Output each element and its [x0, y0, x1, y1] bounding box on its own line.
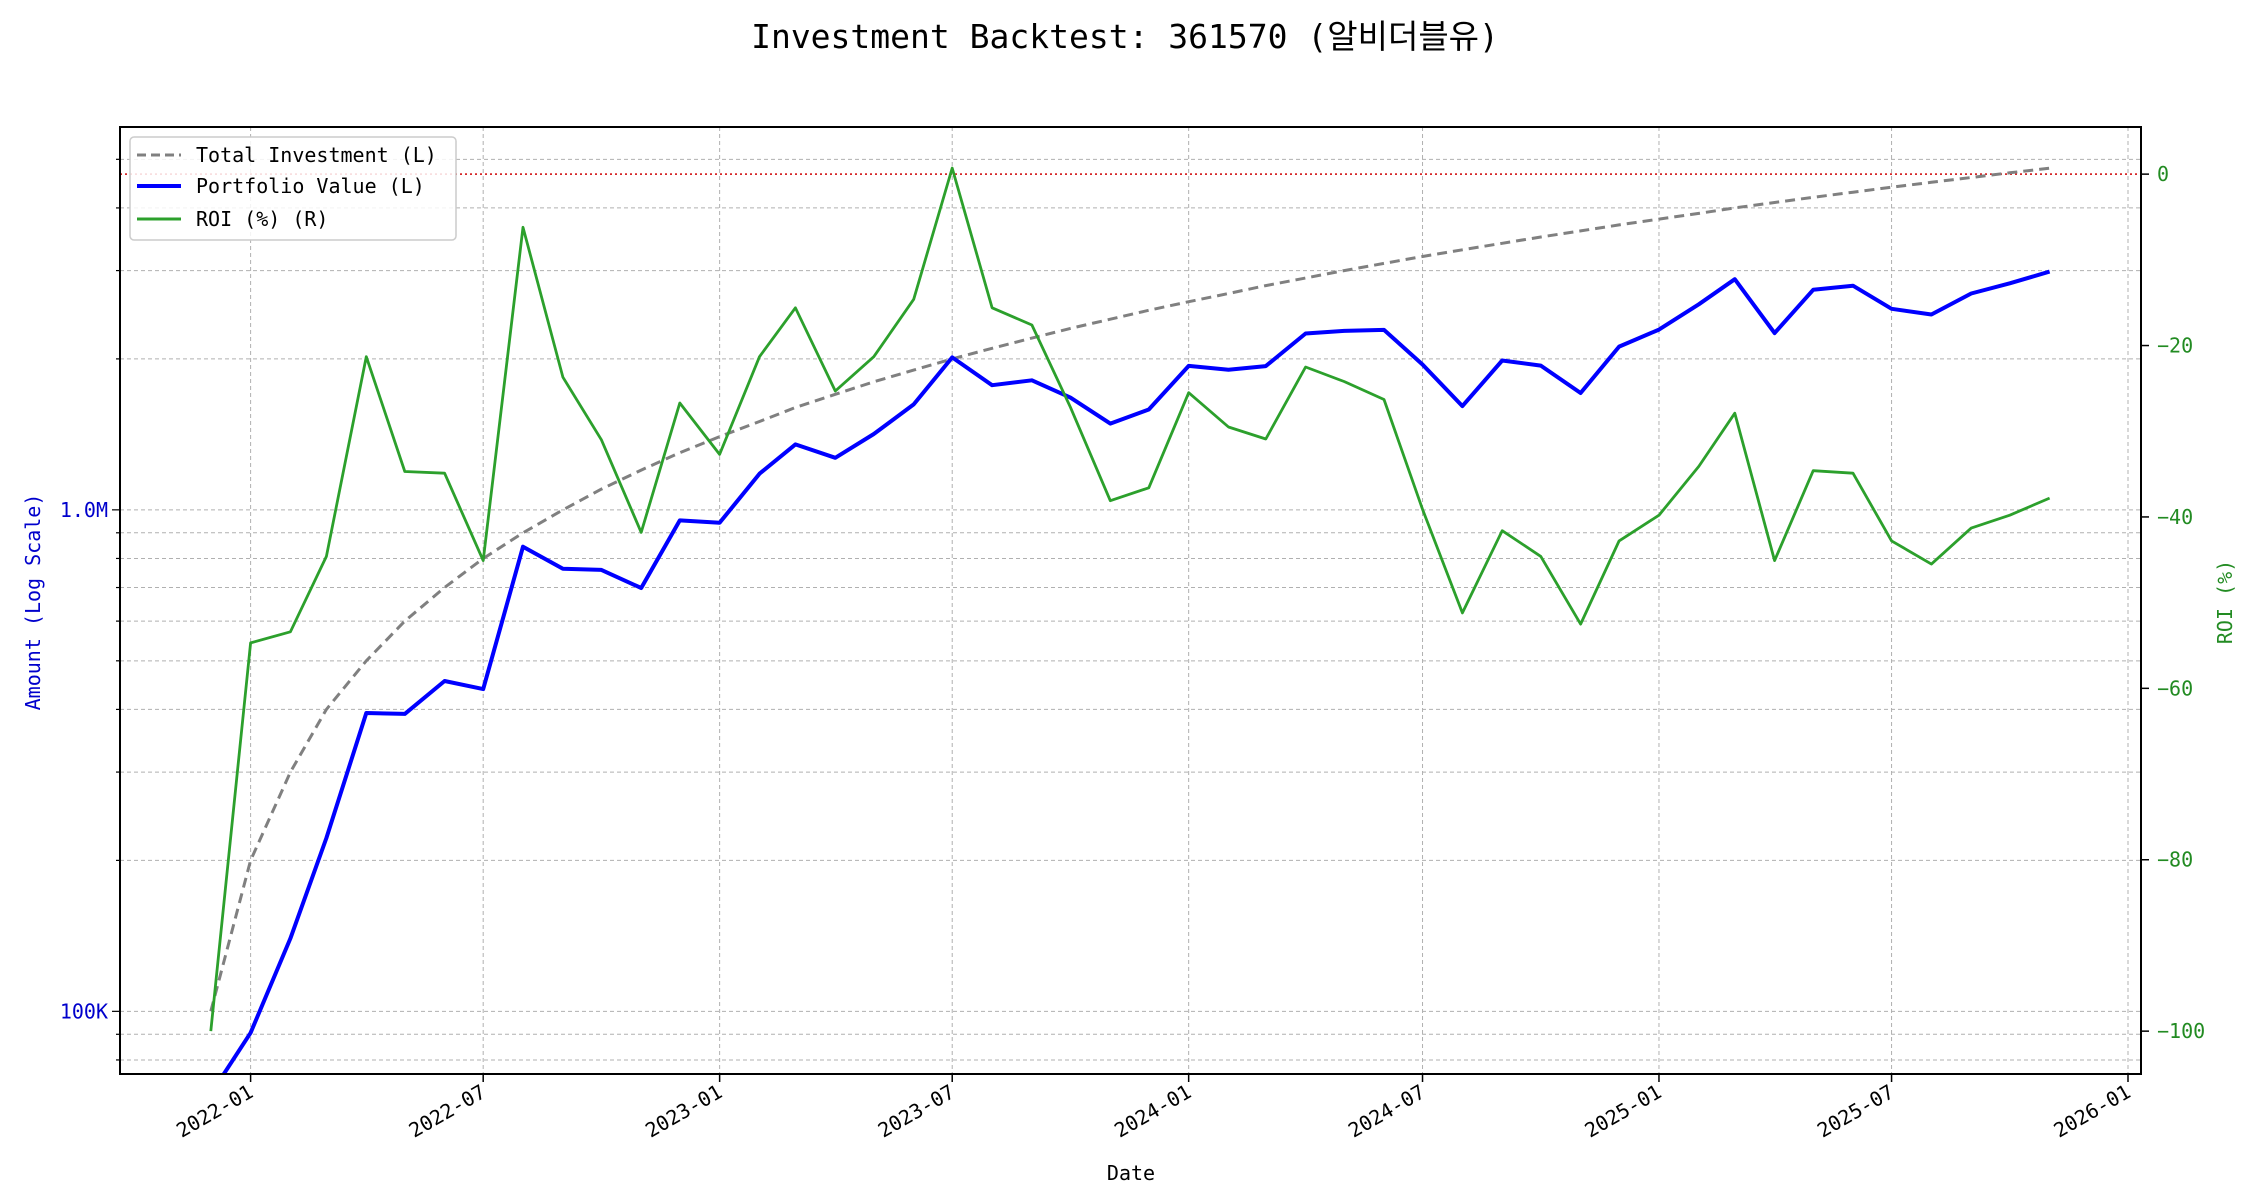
- legend: Total Investment (L) Portfolio Value (L)…: [129, 136, 457, 241]
- legend-label-roi: ROI (%) (R): [196, 207, 328, 231]
- right-axis: 0 −20 −40 −60 −80 −100: [2141, 162, 2205, 1043]
- series-group: [209, 166, 2051, 1074]
- right-tick-label: −40: [2157, 505, 2193, 529]
- right-tick-label: 0: [2157, 162, 2169, 186]
- x-tick-label: 2023-07: [874, 1080, 959, 1143]
- total-investment-line: [209, 166, 2050, 1012]
- plot-background: [120, 127, 2141, 1074]
- right-tick-label: −80: [2157, 848, 2193, 872]
- right-tick-label: −20: [2157, 334, 2193, 358]
- portfolio-value-line: [221, 269, 2051, 1074]
- x-axis-label: Date: [1107, 1161, 1155, 1185]
- left-axis-label: Amount (Log Scale): [21, 494, 45, 711]
- x-tick-label: 2023-01: [641, 1080, 726, 1143]
- legend-label-investment: Total Investment (L): [196, 143, 437, 167]
- right-tick-label: −100: [2157, 1019, 2205, 1043]
- left-axis: 100K 1.0M: [60, 158, 120, 1061]
- chart-title: Investment Backtest: 361570 (알비더블유): [751, 17, 1499, 56]
- x-tick-label: 2025-01: [1580, 1080, 1665, 1143]
- left-tick-label: 1.0M: [60, 498, 108, 522]
- x-tick-label: 2024-07: [1344, 1080, 1429, 1143]
- right-tick-label: −60: [2157, 676, 2193, 700]
- x-tick-label: 2026-01: [2049, 1080, 2134, 1143]
- x-tick-label: 2022-07: [405, 1080, 490, 1143]
- x-tick-label: 2024-01: [1110, 1080, 1195, 1143]
- left-tick-label: 100K: [60, 999, 108, 1023]
- legend-box: [129, 136, 457, 241]
- plot-frame: [119, 126, 2142, 1075]
- legend-label-portfolio: Portfolio Value (L): [196, 174, 425, 198]
- roi-line: [209, 166, 2051, 1032]
- x-tick-label: 2022-01: [172, 1080, 257, 1143]
- series-lines: [120, 166, 2141, 1074]
- x-tick-label: 2025-07: [1813, 1080, 1898, 1143]
- x-axis: 2022-01 2022-07 2023-01 2023-07 2024-01 2024-…: [172, 1074, 2135, 1143]
- right-axis-label: ROI (%): [2213, 560, 2237, 644]
- grid: [120, 127, 2141, 1074]
